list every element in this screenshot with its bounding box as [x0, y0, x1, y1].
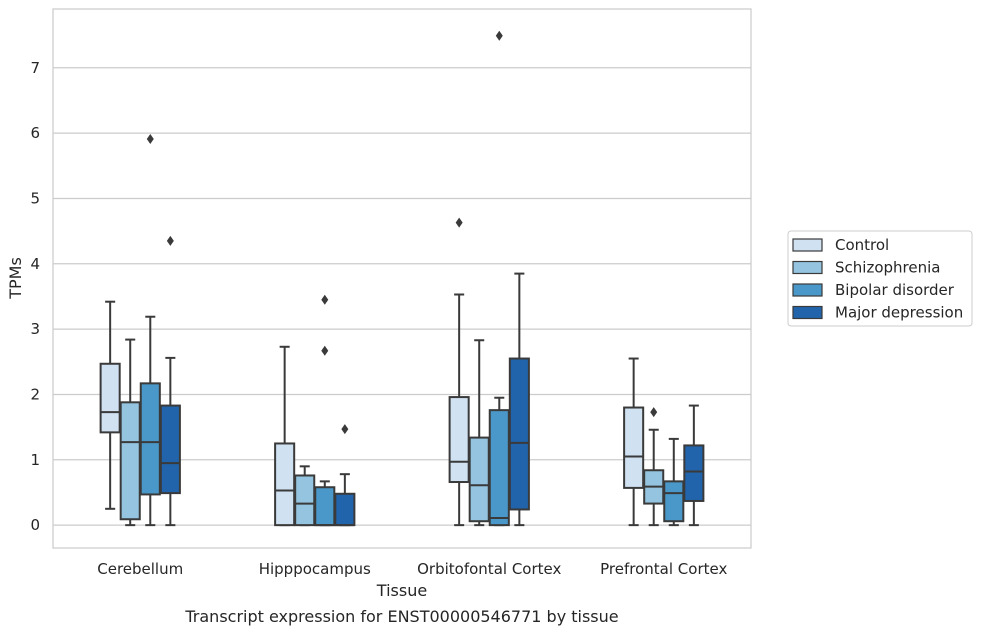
box-group — [508, 272, 530, 527]
chart-caption: Transcript expression for ENST0000054677… — [184, 607, 618, 626]
legend-swatch — [792, 260, 823, 275]
box-group — [334, 424, 356, 527]
box — [683, 444, 705, 502]
box — [448, 396, 470, 484]
y-tick-label: 5 — [30, 189, 40, 207]
box — [488, 409, 510, 527]
box — [119, 401, 141, 521]
x-tick-label: Orbitofontal Cortex — [417, 560, 561, 578]
x-tick-label: Prefrontal Cortex — [600, 560, 727, 578]
box-group — [663, 437, 685, 527]
y-tick-label: 7 — [30, 59, 40, 77]
legend-swatch — [792, 305, 823, 320]
legend-swatch — [792, 283, 823, 297]
legend-swatch — [792, 238, 823, 252]
outlier-point — [455, 217, 463, 228]
outlier-point — [495, 30, 503, 41]
legend-frame — [787, 230, 973, 327]
y-tick-label: 6 — [30, 124, 40, 142]
y-tick-label: 4 — [30, 255, 40, 273]
legend-label: Control — [835, 236, 889, 254]
outlier-point — [166, 235, 174, 246]
box-group — [99, 300, 121, 510]
outlier-point — [321, 294, 329, 305]
box-group — [119, 338, 141, 527]
box — [314, 486, 336, 527]
box — [159, 404, 181, 495]
x-tick-label: Hipppocampus — [259, 560, 371, 578]
outlier-point — [321, 345, 329, 356]
box-group — [488, 30, 510, 527]
y-tick-label: 2 — [30, 385, 40, 403]
box-group — [448, 217, 470, 527]
box — [663, 480, 685, 523]
box-group — [314, 294, 336, 527]
y-tick-labels: 0 1 2 3 4 5 6 7 — [30, 59, 40, 534]
legend-label: Schizophrenia — [835, 259, 940, 277]
legend-label: Bipolar disorder — [835, 281, 955, 299]
box — [294, 474, 316, 527]
legend: Control Schizophrenia Bipolar disorder Majo… — [787, 230, 973, 327]
outlier-point — [146, 134, 154, 145]
y-tick-label: 3 — [30, 320, 40, 338]
box — [468, 436, 490, 523]
y-tick-label: 1 — [30, 451, 40, 469]
box — [139, 382, 161, 496]
y-tick-label: 0 — [30, 516, 40, 534]
box-group — [643, 407, 665, 527]
outlier-point — [341, 424, 349, 435]
box — [623, 406, 645, 489]
y-axis-label: TPMs — [6, 257, 25, 300]
box — [334, 492, 356, 527]
outlier-point — [650, 407, 658, 418]
box-group — [294, 465, 316, 527]
box-group — [683, 404, 705, 527]
box-group — [139, 134, 161, 527]
plot-area — [52, 8, 752, 549]
x-tick-label: Cerebellum — [97, 560, 183, 578]
box-series — [99, 30, 705, 527]
x-tick-labels: Cerebellum Hipppocampus Orbitofontal Corte… — [97, 560, 727, 578]
box — [508, 357, 530, 511]
x-axis-label: Tissue — [376, 581, 427, 600]
box-group — [159, 235, 181, 527]
legend-label: Major depression — [835, 304, 963, 322]
box-group — [468, 339, 490, 527]
box — [99, 362, 121, 434]
box-group — [623, 357, 645, 527]
box — [274, 442, 296, 527]
box-group — [274, 345, 296, 527]
